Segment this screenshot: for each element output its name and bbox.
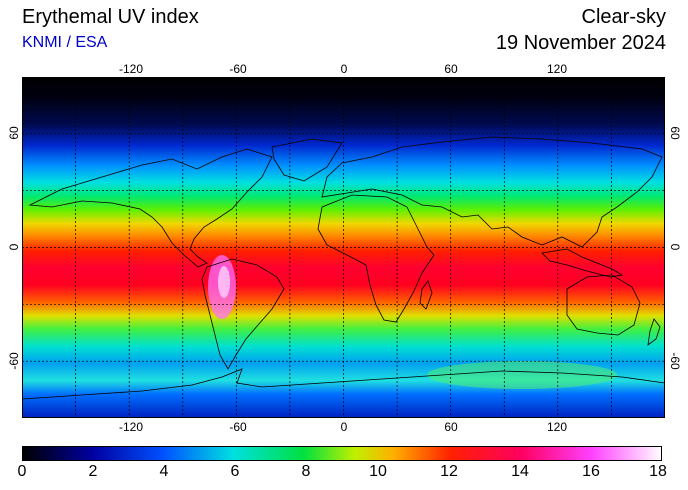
colorbar-tick-10: 10	[369, 463, 387, 480]
lon-tick-top-60: 60	[444, 62, 458, 76]
colorbar-tick-16: 16	[582, 463, 600, 480]
lon-tick-bottom-60: 60	[444, 420, 458, 434]
africa-coast	[317, 194, 435, 323]
lon-tick-bottom-m120: -120	[118, 420, 144, 434]
date-label: 19 November 2024	[495, 32, 666, 54]
data-credit: KNMI / ESA	[22, 34, 108, 51]
coastlines	[22, 136, 665, 400]
new-zealand-coast	[647, 318, 661, 346]
chart-title: Erythemal UV index	[22, 6, 199, 28]
north-america-coast	[28, 148, 273, 268]
lon-tick-top-120: 120	[546, 62, 568, 76]
map-frame	[22, 77, 665, 418]
product-label: Clear-sky	[581, 6, 666, 28]
uv-index-map	[22, 77, 665, 418]
greenland-coast	[271, 138, 343, 182]
lat-tick-right-60: 60	[668, 126, 682, 140]
colorbar-tick-4: 4	[159, 463, 169, 480]
graticule	[22, 77, 665, 418]
colorbar-tick-0: 0	[17, 463, 27, 480]
uv-colorbar	[22, 446, 662, 461]
southeast-asia-islands	[541, 248, 624, 278]
colorbar-tick-12: 12	[440, 463, 458, 480]
lat-tick-left-0: 0	[7, 243, 21, 251]
south-america-coast	[201, 258, 285, 370]
colorbar-tick-8: 8	[301, 463, 311, 480]
lon-tick-bottom-120: 120	[546, 420, 568, 434]
lon-tick-top-m60: -60	[229, 62, 247, 76]
lon-tick-top-m120: -120	[118, 62, 144, 76]
colorbar-tick-6: 6	[230, 463, 240, 480]
lon-tick-bottom-m60: -60	[229, 420, 247, 434]
lon-tick-top-0: 0	[340, 62, 348, 76]
lat-tick-left-m60: -60	[7, 352, 21, 370]
lat-tick-right-m60: -60	[668, 352, 682, 370]
lon-tick-bottom-0: 0	[340, 420, 348, 434]
antarctic-plateau	[427, 361, 617, 389]
colorbar-frame	[22, 446, 662, 461]
colorbar-tick-18: 18	[649, 463, 667, 480]
colorbar-tick-14: 14	[511, 463, 529, 480]
andes-uv-core	[218, 266, 230, 298]
lat-tick-right-0: 0	[668, 243, 682, 251]
lat-tick-left-60: 60	[7, 126, 21, 140]
madagascar-coast	[419, 280, 433, 310]
australia-coast	[566, 274, 641, 336]
eurasia-coast	[321, 136, 663, 248]
colorbar-tick-2: 2	[88, 463, 98, 480]
colorbar-gradient	[22, 446, 662, 461]
antarctica-coast	[22, 368, 665, 400]
